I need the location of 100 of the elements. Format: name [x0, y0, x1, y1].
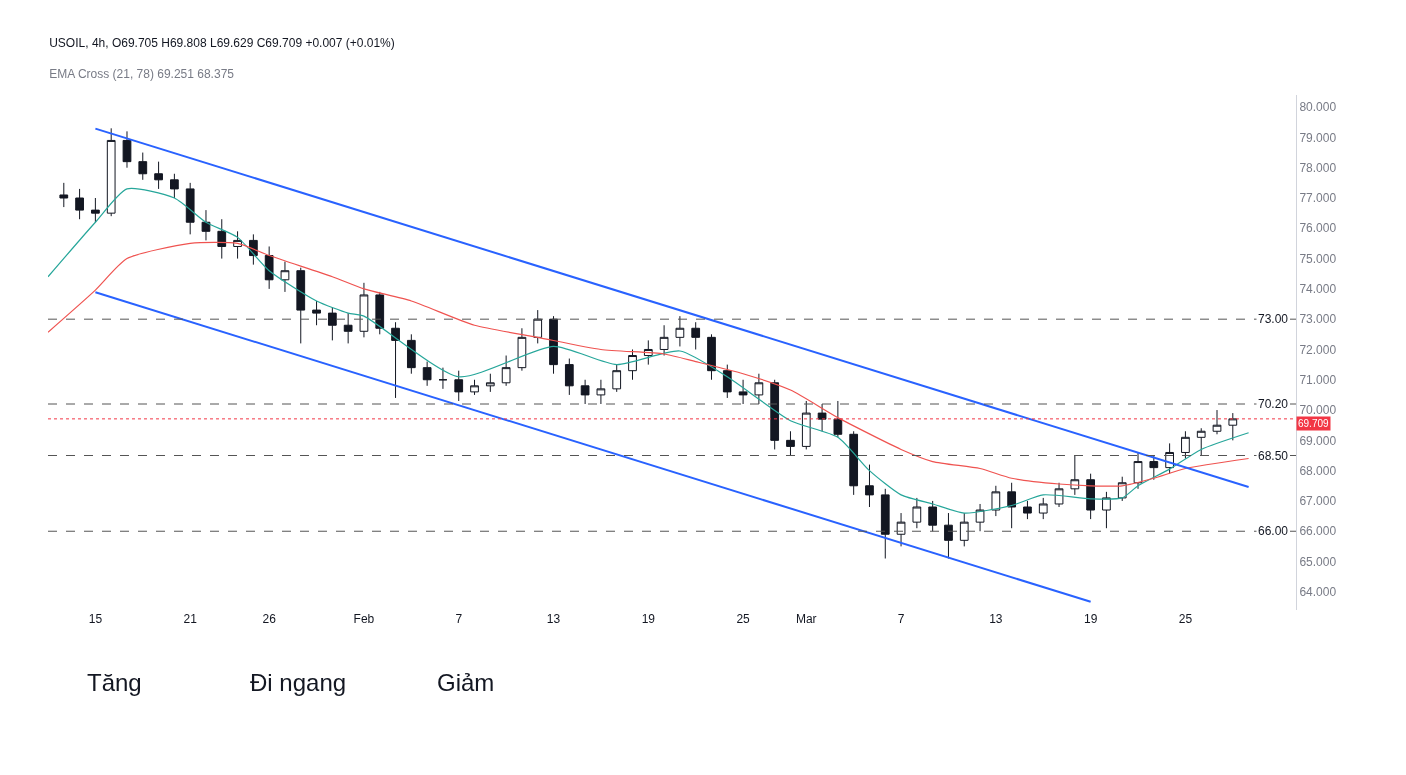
- ref-line-label: 69.709: [1298, 418, 1330, 429]
- candlestick: [833, 400, 843, 438]
- candlestick: [122, 130, 132, 169]
- candlestick: [1181, 430, 1190, 460]
- x-tick-label: Feb: [353, 612, 375, 626]
- y-tick-label: 67.000: [1299, 494, 1337, 509]
- candlestick: [517, 327, 527, 372]
- candlestick: [738, 379, 748, 405]
- x-tick-label: 13: [989, 612, 1003, 626]
- candlestick: [454, 370, 464, 402]
- candlestick: [596, 379, 606, 405]
- candlestick: [975, 503, 985, 532]
- candlestick: [438, 367, 448, 390]
- candlestick: [406, 333, 416, 375]
- candlestick: [280, 261, 290, 293]
- candlestick: [1228, 412, 1238, 441]
- x-tick-label: 25: [1178, 612, 1193, 626]
- candlestick: [612, 364, 622, 393]
- candlestick: [770, 379, 780, 450]
- candlestick: [580, 379, 590, 405]
- candlestick: [549, 315, 558, 375]
- x-tick-label: 7: [455, 612, 463, 626]
- y-tick-label: 73.000: [1299, 312, 1337, 327]
- candlestick: [1133, 451, 1143, 490]
- candlestick: [801, 400, 811, 450]
- candlestick: [485, 373, 495, 393]
- candlestick: [675, 315, 685, 347]
- candlestick: [564, 358, 574, 396]
- candlestick: [1149, 455, 1159, 481]
- candlestick: [359, 282, 369, 338]
- candlestick: [343, 312, 353, 344]
- y-tick-label: 79.000: [1299, 130, 1337, 145]
- candlestick: [1023, 500, 1032, 520]
- candlestick: [896, 512, 906, 547]
- candlestick: [217, 218, 227, 260]
- y-tick-label: 77.000: [1299, 191, 1337, 206]
- chart-title: USOIL, 4h, O69.705 H69.808 L69.629 C69.709 +0.007 (+0.01%): [49, 36, 395, 51]
- candlestick: [91, 197, 100, 223]
- candlestick: [422, 361, 432, 387]
- y-tick-label: 65.000: [1299, 554, 1337, 569]
- candlestick: [628, 348, 637, 381]
- y-tick-label: 80.000: [1299, 100, 1337, 115]
- candlestick: [201, 209, 211, 241]
- candlestick: [501, 355, 511, 387]
- candlestick: [754, 373, 764, 405]
- candlestick: [912, 497, 922, 529]
- candlestick: [928, 500, 938, 532]
- candlestick: [1007, 482, 1017, 529]
- y-tick-label: 74.000: [1299, 282, 1337, 297]
- y-tick-label: 64.000: [1299, 585, 1337, 600]
- y-tick-label: 76.000: [1299, 221, 1337, 236]
- candlestick: [786, 430, 795, 456]
- candlestick: [959, 512, 969, 547]
- y-tick-label: 71.000: [1299, 372, 1337, 387]
- candlestick: [865, 464, 874, 508]
- candlestick: [722, 364, 732, 399]
- ref-line-label: 73.00: [1258, 312, 1289, 326]
- x-tick-label: 26: [262, 612, 277, 626]
- candlestick: [1196, 427, 1206, 456]
- candlestick: [375, 291, 385, 335]
- x-tick-label: 25: [736, 612, 751, 626]
- candlestick: [1212, 409, 1222, 435]
- ref-line-label: 68.50: [1258, 449, 1289, 463]
- candlestick: [849, 430, 859, 496]
- candlestick: [264, 245, 274, 290]
- candlestick: [659, 324, 669, 357]
- x-tick-label: 21: [183, 612, 198, 626]
- y-tick-label: 66.000: [1299, 524, 1337, 539]
- y-tick-label: 75.000: [1299, 251, 1337, 266]
- candlestick: [707, 333, 716, 381]
- candlestick: [154, 161, 163, 190]
- text: Tăng: [87, 669, 142, 696]
- candlestick: [991, 485, 1001, 517]
- y-tick-label: 68.000: [1299, 463, 1337, 478]
- candlestick: [327, 306, 337, 341]
- y-tick-label: 69.000: [1299, 433, 1337, 448]
- candlestick: [470, 379, 479, 396]
- candlestick: [185, 182, 195, 235]
- ref-line-label: 66.00: [1258, 524, 1289, 538]
- x-tick-label: 13: [546, 612, 561, 626]
- x-tick-label: 15: [88, 612, 103, 626]
- text: Đi ngang: [250, 669, 347, 696]
- y-tick-label: 78.000: [1299, 160, 1337, 175]
- x-tick-label: 19: [1083, 612, 1098, 626]
- text: Giảm: [437, 669, 495, 696]
- candlestick: [1086, 473, 1095, 520]
- candlestick: [691, 321, 701, 350]
- candlestick: [817, 403, 827, 432]
- candlestick: [391, 321, 400, 399]
- candlestick: [880, 488, 890, 559]
- candlestick: [1054, 482, 1064, 508]
- candlestick: [533, 309, 543, 344]
- candlestick: [138, 152, 148, 181]
- candlestick: [59, 182, 69, 208]
- candlestick: [1038, 497, 1048, 520]
- x-tick-label: Mar: [795, 612, 817, 626]
- candlestick: [106, 127, 116, 217]
- candlestick: [312, 300, 321, 326]
- y-tick-label: 72.000: [1299, 342, 1337, 357]
- x-tick-label: 7: [897, 612, 905, 626]
